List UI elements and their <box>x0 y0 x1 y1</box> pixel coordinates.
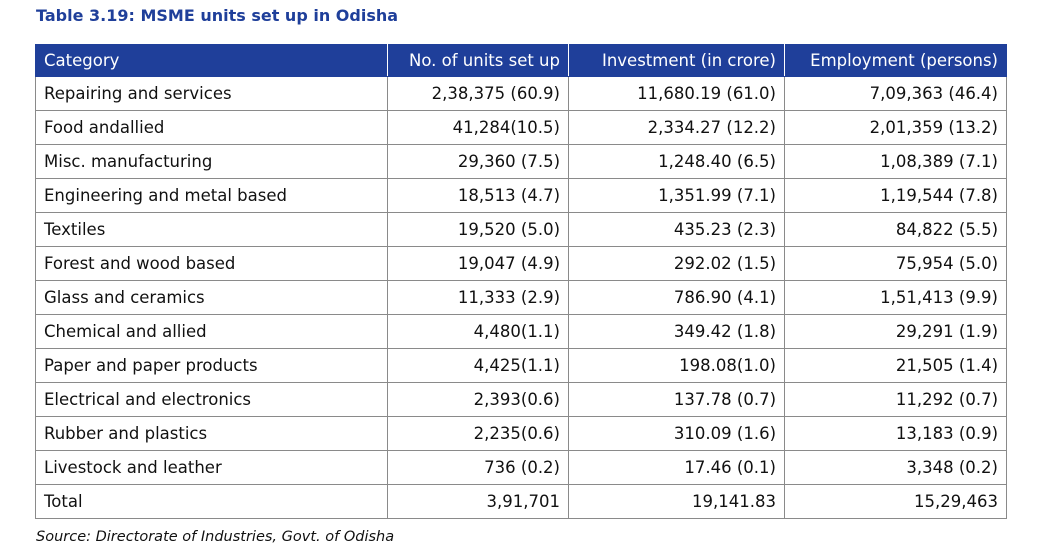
cell-investment: 310.09 (1.6) <box>568 416 785 451</box>
cell-units: 18,513 (4.7) <box>387 178 569 213</box>
table-row: Electrical and electronics 2,393(0.6) 137.… <box>35 382 1007 417</box>
cell-investment: 11,680.19 (61.0) <box>568 76 785 111</box>
table-row: Textiles 19,520 (5.0) 435.23 (2.3) 84,822 (… <box>35 212 1007 247</box>
cell-employment: 11,292 (0.7) <box>784 382 1007 417</box>
cell-employment: 1,19,544 (7.8) <box>784 178 1007 213</box>
table-row: Rubber and plastics 2,235(0.6) 310.09 (1.6… <box>35 416 1007 451</box>
cell-employment: 3,348 (0.2) <box>784 450 1007 485</box>
cell-units: 4,425(1.1) <box>387 348 569 383</box>
cell-category: Livestock and leather <box>35 450 388 485</box>
table-row: Chemical and allied 4,480(1.1) 349.42 (1.8… <box>35 314 1007 349</box>
msme-table: Category No. of units set up Investment … <box>35 44 1007 519</box>
cell-investment: 17.46 (0.1) <box>568 450 785 485</box>
header-employment: Employment (persons) <box>784 44 1007 77</box>
header-investment: Investment (in crore) <box>568 44 785 77</box>
cell-category: Paper and paper products <box>35 348 388 383</box>
header-category: Category <box>35 44 388 77</box>
table-row: Paper and paper products 4,425(1.1) 198.08… <box>35 348 1007 383</box>
cell-investment: 198.08(1.0) <box>568 348 785 383</box>
cell-investment: 2,334.27 (12.2) <box>568 110 785 145</box>
cell-employment: 29,291 (1.9) <box>784 314 1007 349</box>
cell-employment: 13,183 (0.9) <box>784 416 1007 451</box>
cell-investment: 19,141.83 <box>568 484 785 519</box>
cell-investment: 1,248.40 (6.5) <box>568 144 785 179</box>
cell-units: 41,284(10.5) <box>387 110 569 145</box>
cell-category: Repairing and services <box>35 76 388 111</box>
table-header: Category No. of units set up Investment … <box>35 44 1007 77</box>
total-row: Total 3,91,701 19,141.83 15,29,463 <box>35 484 1007 519</box>
cell-units: 3,91,701 <box>387 484 569 519</box>
cell-units: 2,393(0.6) <box>387 382 569 417</box>
cell-category: Misc. manufacturing <box>35 144 388 179</box>
cell-units: 19,047 (4.9) <box>387 246 569 281</box>
cell-investment: 435.23 (2.3) <box>568 212 785 247</box>
cell-employment: 1,51,413 (9.9) <box>784 280 1007 315</box>
cell-units: 4,480(1.1) <box>387 314 569 349</box>
header-units: No. of units set up <box>387 44 569 77</box>
table-row: Repairing and services 2,38,375 (60.9) 11,… <box>35 76 1007 111</box>
cell-employment: 84,822 (5.5) <box>784 212 1007 247</box>
cell-investment: 292.02 (1.5) <box>568 246 785 281</box>
source-note: Source: Directorate of Industries, Govt.… <box>36 529 395 545</box>
table-body: Repairing and services 2,38,375 (60.9) 11,… <box>35 76 1007 519</box>
cell-units: 736 (0.2) <box>387 450 569 485</box>
cell-investment: 786.90 (4.1) <box>568 280 785 315</box>
cell-employment: 21,505 (1.4) <box>784 348 1007 383</box>
cell-category: Chemical and allied <box>35 314 388 349</box>
table-row: Engineering and metal based 18,513 (4.7) 1… <box>35 178 1007 213</box>
cell-category: Textiles <box>35 212 388 247</box>
table-title: Table 3.19: MSME units set up in Odisha <box>36 6 399 25</box>
cell-units: 29,360 (7.5) <box>387 144 569 179</box>
table-row: Glass and ceramics 11,333 (2.9) 786.90 (4.… <box>35 280 1007 315</box>
cell-category: Rubber and plastics <box>35 416 388 451</box>
header-row: Category No. of units set up Investment … <box>35 44 1007 77</box>
cell-employment: 15,29,463 <box>784 484 1007 519</box>
table-row: Forest and wood based 19,047 (4.9) 292.02 … <box>35 246 1007 281</box>
cell-category: Food andallied <box>35 110 388 145</box>
cell-employment: 2,01,359 (13.2) <box>784 110 1007 145</box>
cell-category: Engineering and metal based <box>35 178 388 213</box>
table-row: Livestock and leather 736 (0.2) 17.46 (0.1… <box>35 450 1007 485</box>
table-row: Misc. manufacturing 29,360 (7.5) 1,248.40 … <box>35 144 1007 179</box>
cell-units: 2,235(0.6) <box>387 416 569 451</box>
cell-category: Total <box>35 484 388 519</box>
cell-employment: 1,08,389 (7.1) <box>784 144 1007 179</box>
cell-investment: 137.78 (0.7) <box>568 382 785 417</box>
cell-employment: 75,954 (5.0) <box>784 246 1007 281</box>
cell-investment: 1,351.99 (7.1) <box>568 178 785 213</box>
cell-category: Electrical and electronics <box>35 382 388 417</box>
cell-employment: 7,09,363 (46.4) <box>784 76 1007 111</box>
cell-investment: 349.42 (1.8) <box>568 314 785 349</box>
cell-units: 19,520 (5.0) <box>387 212 569 247</box>
cell-units: 11,333 (2.9) <box>387 280 569 315</box>
cell-category: Glass and ceramics <box>35 280 388 315</box>
cell-units: 2,38,375 (60.9) <box>387 76 569 111</box>
cell-category: Forest and wood based <box>35 246 388 281</box>
table-row: Food andallied 41,284(10.5) 2,334.27 (12.2… <box>35 110 1007 145</box>
